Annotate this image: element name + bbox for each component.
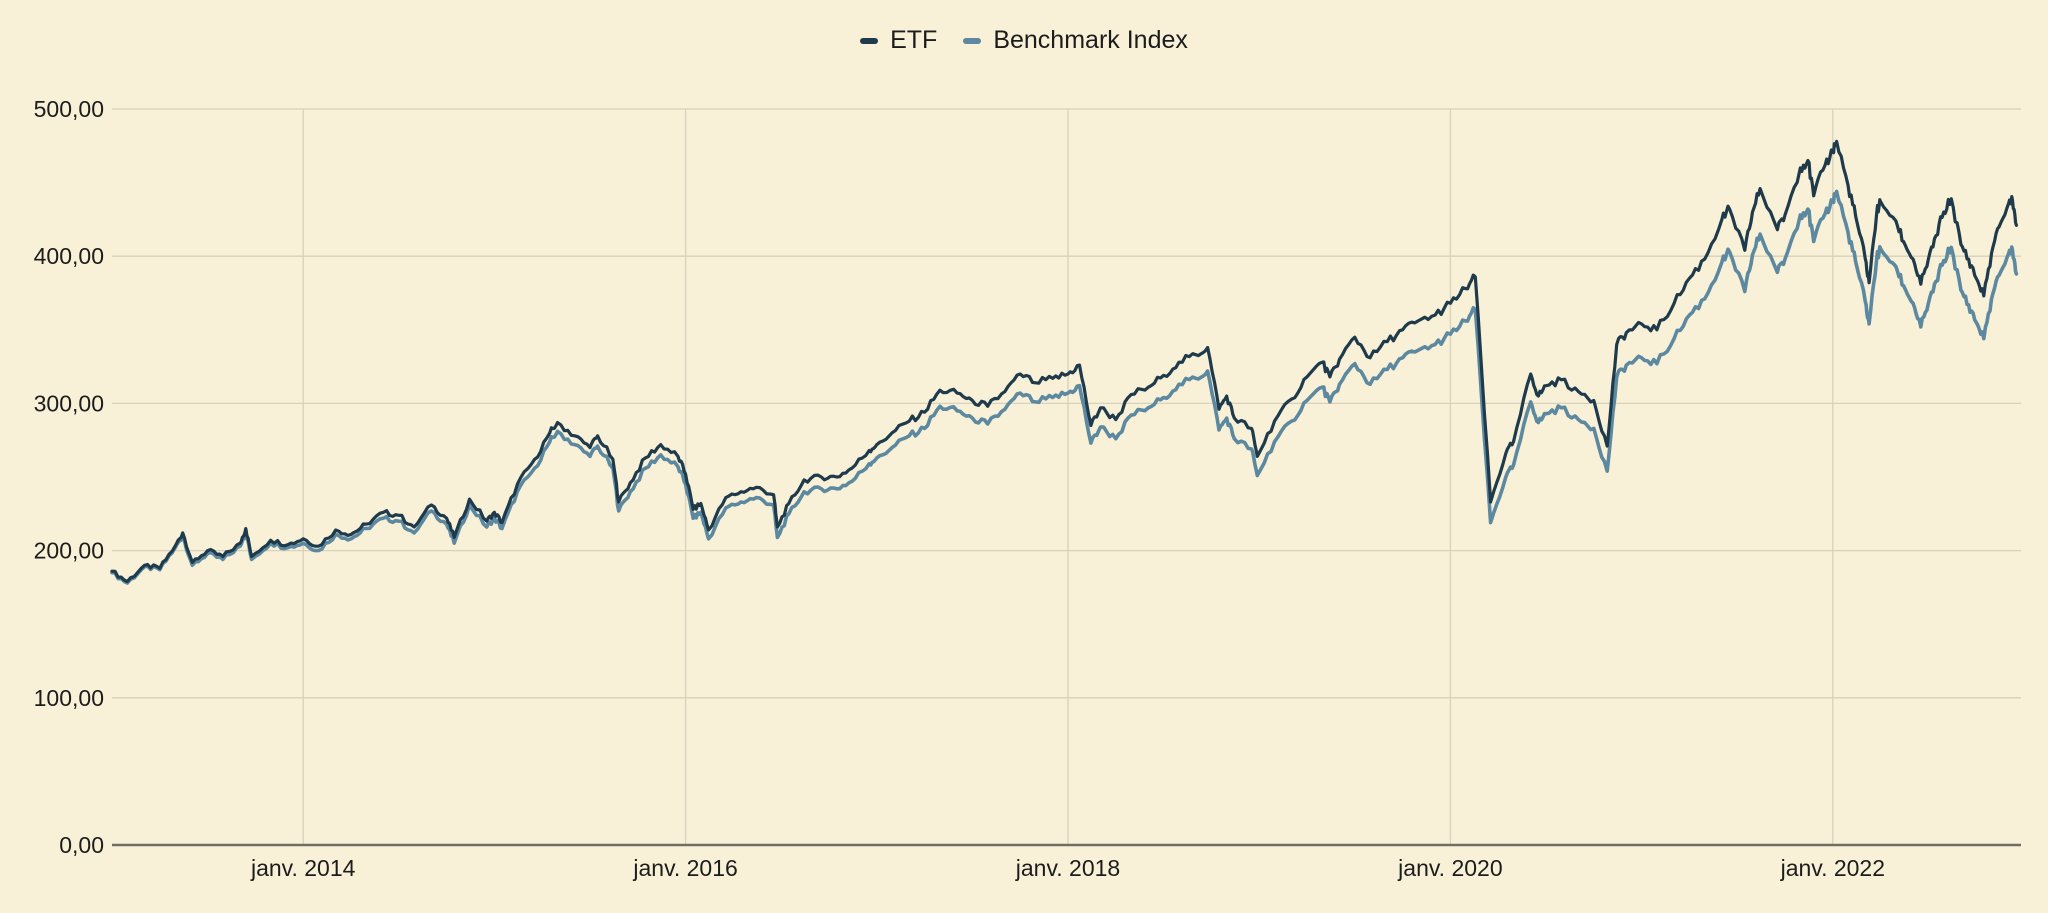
etf-line	[110, 139, 2018, 584]
y-tick-label-200: 200,00	[34, 538, 104, 564]
benchmark-series-swatch-icon	[963, 37, 982, 44]
gridlines	[112, 108, 2021, 845]
legend-item-benchmark[interactable]: Benchmark Index	[963, 28, 1188, 53]
legend-label-benchmark: Benchmark Index	[993, 26, 1188, 54]
y-tick-label-100: 100,00	[34, 685, 104, 711]
x-tick-label-2014: janv. 2014	[250, 855, 356, 881]
legend-label-etf: ETF	[890, 26, 938, 54]
x-tick-label-2016: janv. 2016	[632, 855, 737, 881]
y-tick-label-300: 300,00	[34, 390, 104, 416]
etf-series-swatch-icon	[860, 37, 879, 44]
benchmark-line	[110, 189, 2019, 585]
x-tick-label-2018: janv. 2018	[1015, 855, 1120, 881]
y-tick-label-500: 500,00	[34, 96, 104, 122]
x-tick-label-2022: janv. 2022	[1780, 855, 1885, 881]
x-tick-label-2020: janv. 2020	[1397, 855, 1502, 881]
y-tick-label-400: 400,00	[34, 243, 104, 269]
axis-tick-labels: 0,00 100,00 200,00 300,00 400,00 500,00 janv. …	[34, 96, 1885, 881]
series-lines	[110, 139, 2019, 585]
chart-legend: ETF Benchmark Index	[0, 28, 2048, 53]
legend-item-etf[interactable]: ETF	[860, 28, 937, 53]
y-tick-label-0: 0,00	[59, 832, 104, 858]
